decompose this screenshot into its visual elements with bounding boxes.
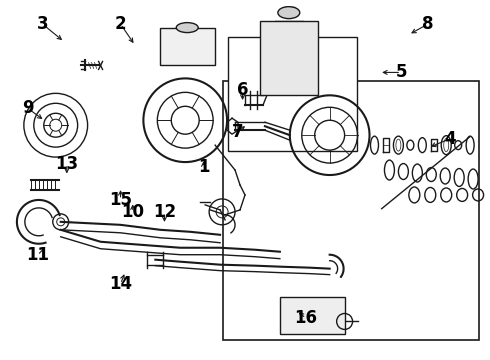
Text: 3: 3 <box>37 15 48 33</box>
Ellipse shape <box>278 7 300 19</box>
Text: 1: 1 <box>198 158 209 176</box>
Text: 16: 16 <box>294 309 318 327</box>
Bar <box>160 28 215 66</box>
Text: 12: 12 <box>153 203 176 221</box>
Bar <box>260 21 318 95</box>
Bar <box>228 37 357 151</box>
Text: 2: 2 <box>115 15 126 33</box>
Text: 9: 9 <box>22 99 34 117</box>
Text: 4: 4 <box>444 130 456 148</box>
Text: 5: 5 <box>395 63 407 81</box>
Bar <box>223 81 479 339</box>
Text: 10: 10 <box>121 203 144 221</box>
Bar <box>280 297 344 334</box>
Ellipse shape <box>176 23 198 32</box>
Text: 11: 11 <box>26 246 49 264</box>
Text: 7: 7 <box>232 123 244 141</box>
Text: 6: 6 <box>237 81 248 99</box>
Text: 15: 15 <box>109 191 132 209</box>
Text: 8: 8 <box>422 15 434 33</box>
Text: 14: 14 <box>109 275 132 293</box>
Text: 13: 13 <box>55 155 78 173</box>
